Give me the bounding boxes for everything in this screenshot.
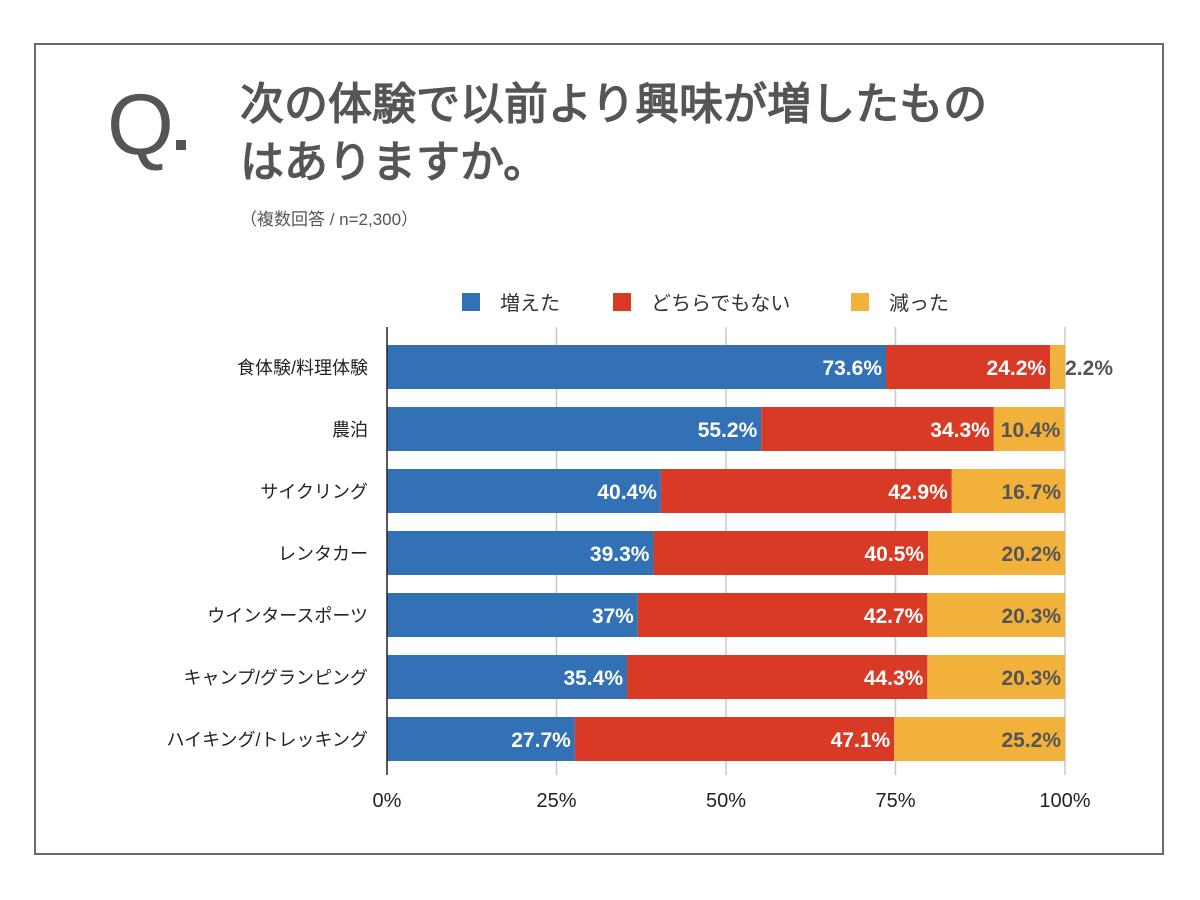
legend-swatch-neutral xyxy=(613,292,631,311)
question-mark-label: Q xyxy=(107,77,174,173)
chart-title: 次の体験で以前より興味が増したものはありますか。 xyxy=(240,80,988,187)
legend-label-neutral: どちらでもない xyxy=(651,293,791,315)
legend: 増えた どちらでもない 減った xyxy=(0,287,1200,315)
legend-label-increased: 増えた xyxy=(500,293,560,315)
legend-swatch-increased xyxy=(462,292,480,311)
legend-swatch-decreased xyxy=(851,292,869,311)
legend-item-neutral: どちらでもない xyxy=(613,287,790,316)
legend-item-increased: 増えた xyxy=(462,287,560,316)
question-mark-dot xyxy=(176,140,186,150)
chart-subtitle: （複数回答 / n=2,300） xyxy=(240,210,419,229)
legend-label-decreased: 減った xyxy=(889,293,949,315)
legend-item-decreased: 減った xyxy=(851,287,949,316)
